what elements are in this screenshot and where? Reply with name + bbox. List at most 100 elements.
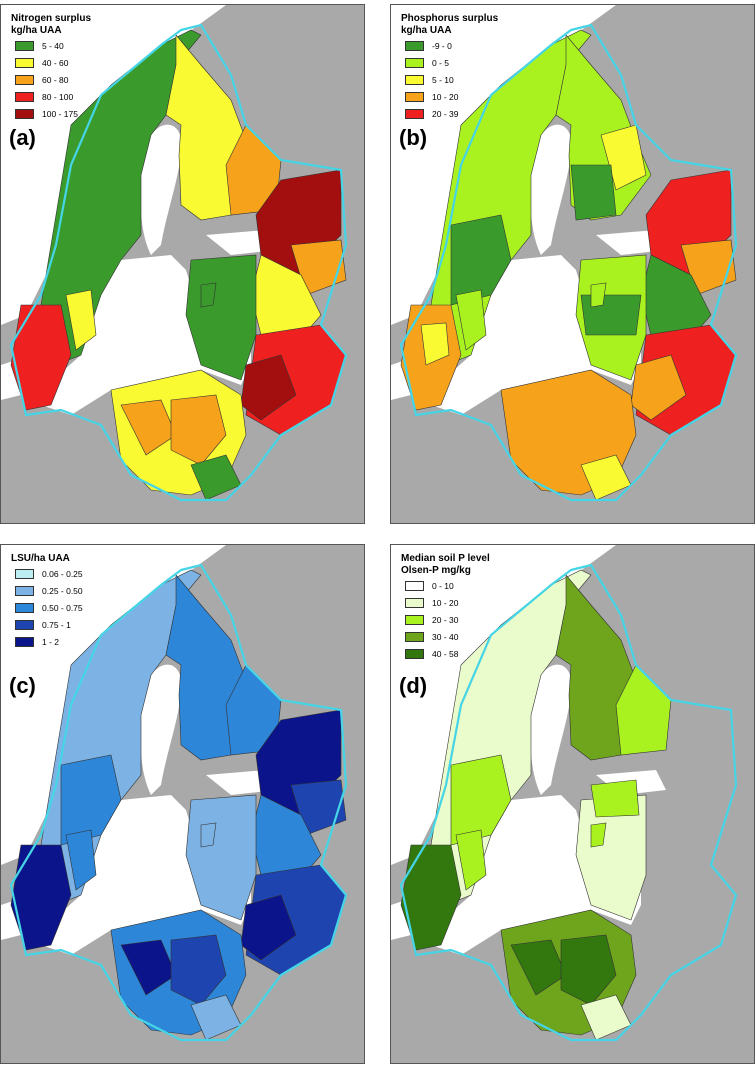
region-gotland (200, 822, 217, 848)
region-poland-center (170, 394, 227, 466)
legend-label: 0.06 - 0.25 (42, 568, 83, 579)
catchment-boundary (9, 563, 348, 1042)
panel-label: (a) (9, 125, 36, 150)
region-sweden-north (40, 29, 202, 366)
legend-swatch (15, 40, 34, 51)
legend-label: 20 - 30 (432, 614, 459, 625)
norwegian-sea (1, 545, 226, 865)
legend-title: Phosphorus surplus (401, 13, 499, 24)
catchment-boundary (399, 23, 738, 502)
region-belarus (630, 354, 687, 421)
phosphorus-map (391, 5, 754, 523)
region-gotland (590, 282, 607, 308)
legend-label: 40 - 60 (42, 57, 69, 68)
norwegian-sea (391, 5, 616, 325)
legend-swatch (405, 597, 424, 608)
region-sweden-south (65, 829, 97, 891)
legend-label: 100 - 175 (42, 108, 78, 119)
legend-label: -9 - 0 (432, 40, 452, 51)
legend-item: 0.50 - 0.75 (11, 599, 83, 616)
legend-item: 5 - 10 (401, 71, 498, 88)
legend-swatch (405, 631, 424, 642)
legend: Nitrogen surplus kg/ha UAA 5 - 40 40 - 60… (11, 13, 91, 122)
nitrogen-map (1, 5, 364, 523)
legend: LSU/ha UAA 0.06 - 0.25 0.25 - 0.50 0.50 - … (11, 553, 83, 650)
region-denmark-germany (400, 844, 462, 951)
legend-label: 5 - 40 (42, 40, 64, 51)
legend: Phosphorus surplus kg/ha UAA -9 - 0 0 - 5… (401, 13, 498, 122)
region-gotland (200, 282, 217, 308)
region-denmark-germany (10, 844, 72, 951)
legend-item: 40 - 58 (401, 645, 490, 662)
region-denmark-germany (10, 304, 72, 411)
legend-label: 1 - 2 (42, 636, 60, 647)
map-panel-soil-p-level: Median soil P level Olsen-P mg/kg 0 - 10… (390, 544, 755, 1064)
legend-label: 20 - 39 (432, 108, 459, 119)
region-latvia (580, 294, 642, 336)
region-sweden-south (65, 289, 97, 351)
map-panel-livestock-density: LSU/ha UAA 0.06 - 0.25 0.25 - 0.50 0.50 - … (0, 544, 365, 1064)
legend-swatch (15, 602, 34, 613)
region-belarus (240, 894, 297, 961)
legend-item: 20 - 39 (401, 105, 498, 122)
gulf-of-bothnia (530, 124, 572, 255)
region-belarus (240, 354, 297, 421)
legend-swatch (15, 585, 34, 596)
legend-label: 10 - 20 (432, 597, 459, 608)
legend-unit: kg/ha UAA (11, 25, 62, 36)
map-panel-nitrogen-surplus: Nitrogen surplus kg/ha UAA 5 - 40 40 - 60… (0, 4, 365, 524)
legend-title: Median soil P level (401, 553, 490, 564)
legend-swatch (405, 91, 424, 102)
gulf-of-bothnia (530, 664, 572, 795)
catchment-boundary (399, 563, 738, 1042)
legend-item: -9 - 0 (401, 37, 498, 54)
legend-label: 80 - 100 (42, 91, 74, 102)
region-estonia (590, 779, 640, 818)
legend-item: 0.75 - 1 (11, 616, 83, 633)
legend-label: 30 - 40 (432, 631, 459, 642)
legend-item: 80 - 100 (11, 88, 91, 105)
legend-swatch (15, 91, 34, 102)
legend-swatch (405, 108, 424, 119)
legend-label: 10 - 20 (432, 91, 459, 102)
legend-item: 0.25 - 0.50 (11, 582, 83, 599)
legend-label: 0 - 5 (432, 57, 450, 68)
legend-swatch (405, 74, 424, 85)
region-poland-center (560, 934, 617, 1006)
region-poland-center (170, 934, 227, 1006)
legend-swatch (15, 568, 34, 579)
legend-item: 30 - 40 (401, 628, 490, 645)
legend-item: 1 - 2 (11, 633, 83, 650)
legend: Median soil P level Olsen-P mg/kg 0 - 10… (401, 553, 490, 662)
legend-unit: kg/ha UAA (401, 25, 452, 36)
panel-label: (c) (9, 673, 36, 698)
legend-label: 60 - 80 (42, 74, 69, 85)
region-sweden-south (455, 829, 487, 891)
legend-label: 0.50 - 0.75 (42, 602, 83, 613)
legend-swatch (15, 57, 34, 68)
legend-swatch (405, 40, 424, 51)
legend-swatch (15, 74, 34, 85)
map-panel-phosphorus-surplus: Phosphorus surplus kg/ha UAA -9 - 0 0 - 5… (390, 4, 755, 524)
legend-swatch (405, 57, 424, 68)
gulf-of-bothnia (140, 124, 182, 255)
legend-swatch (15, 108, 34, 119)
soil-p-map (391, 545, 754, 1063)
region-sweden-middle (450, 214, 512, 306)
legend-title: LSU/ha UAA (11, 553, 70, 564)
legend-item: 60 - 80 (11, 71, 91, 88)
region-sweden-south (455, 289, 487, 351)
legend-swatch (405, 580, 424, 591)
legend-item: 0 - 5 (401, 54, 498, 71)
catchment-boundary (9, 23, 348, 502)
legend-item: 0.06 - 0.25 (11, 565, 83, 582)
legend-title: Nitrogen surplus (11, 13, 92, 24)
legend-swatch (15, 619, 34, 630)
legend-item: 10 - 20 (401, 594, 490, 611)
legend-unit: Olsen-P mg/kg (401, 565, 471, 576)
region-gotland (590, 822, 607, 848)
legend-label: 40 - 58 (432, 648, 459, 659)
norwegian-sea (1, 5, 226, 325)
legend-label: 0 - 10 (432, 580, 454, 591)
legend-item: 0 - 10 (401, 577, 490, 594)
